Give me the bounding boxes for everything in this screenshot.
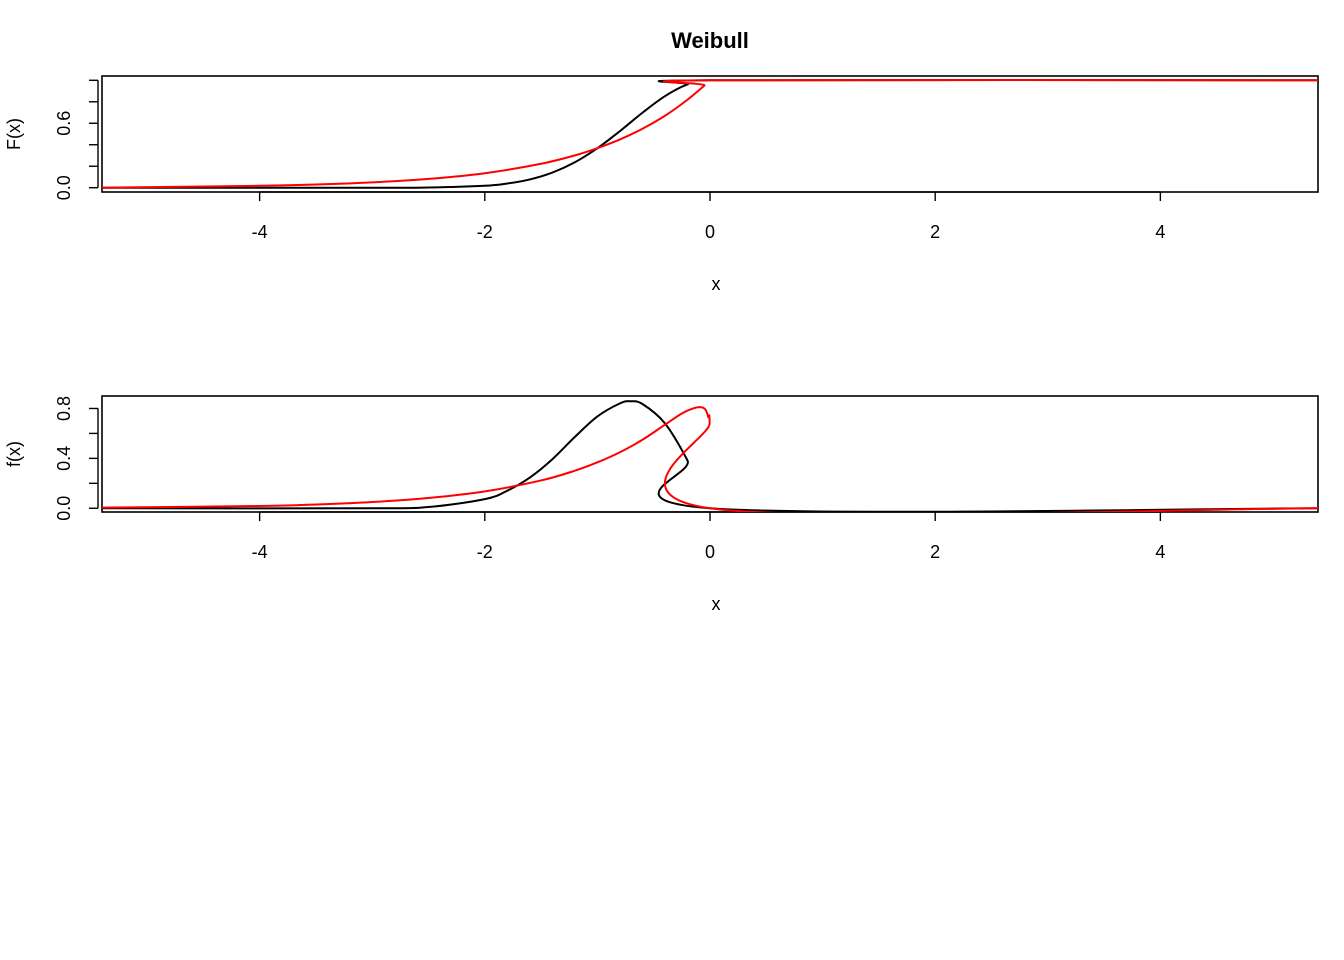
figure-title: Weibull xyxy=(671,28,749,53)
x-tick-label: -4 xyxy=(252,542,268,562)
x-axis-label: x xyxy=(712,274,721,294)
plot-frame xyxy=(101,75,1319,193)
x-tick-label: -2 xyxy=(477,542,493,562)
x-tick-label: 2 xyxy=(930,222,940,242)
y-axis-label: F(x) xyxy=(4,118,24,150)
x-tick-label: 2 xyxy=(930,542,940,562)
x-tick-label: 0 xyxy=(705,542,715,562)
plot-panels: -4 -2 0 2 4 0.0 0.6 x F(x) -4 -2 0 2 4 0.0 0.4 0.8 x f(x) xyxy=(4,75,1319,614)
y-tick-label: 0.6 xyxy=(54,111,74,136)
y-tick-label: 0.0 xyxy=(54,496,74,521)
series-line-2 xyxy=(102,406,1318,512)
x-tick-label: 0 xyxy=(705,222,715,242)
y-axis-label: f(x) xyxy=(4,441,24,467)
series-line-2 xyxy=(102,78,1318,189)
plot-frame xyxy=(101,395,1319,513)
y-tick-label: 0.0 xyxy=(54,175,74,200)
series-line-1 xyxy=(102,78,1318,189)
x-tick-label: -4 xyxy=(252,222,268,242)
series-line-1 xyxy=(102,400,1318,512)
y-tick-label: 0.8 xyxy=(54,396,74,421)
x-tick-label: 4 xyxy=(1155,542,1165,562)
x-tick-label: -2 xyxy=(477,222,493,242)
y-tick-label: 0.4 xyxy=(54,446,74,471)
x-tick-label: 4 xyxy=(1155,222,1165,242)
panel-1: -4 -2 0 2 4 0.0 0.6 x F(x) xyxy=(4,75,1319,294)
x-axis-label: x xyxy=(712,594,721,614)
panel-2: -4 -2 0 2 4 0.0 0.4 0.8 x f(x) xyxy=(4,395,1319,614)
